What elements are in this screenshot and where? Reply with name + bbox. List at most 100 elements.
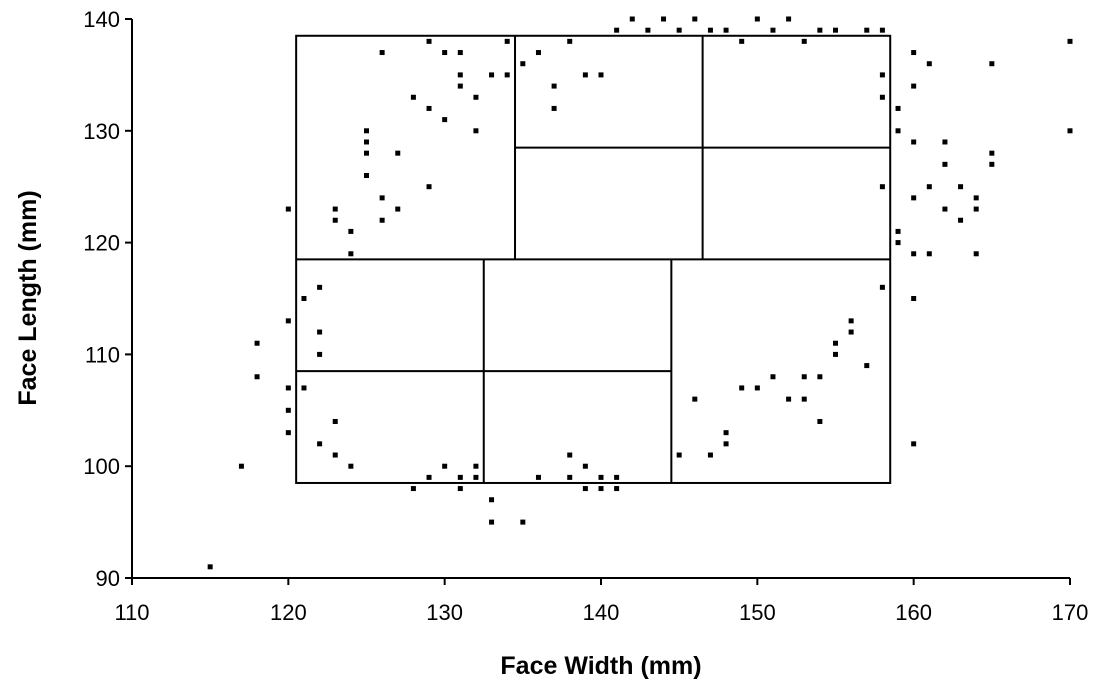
- data-point: [833, 351, 838, 357]
- data-point: [942, 139, 948, 145]
- y-tick-label: 120: [83, 231, 120, 256]
- data-point: [317, 441, 323, 447]
- data-point: [895, 240, 901, 246]
- data-point: [754, 385, 760, 391]
- data-point: [582, 486, 588, 492]
- data-point: [410, 94, 416, 100]
- data-point: [520, 61, 526, 67]
- data-point: [942, 161, 948, 167]
- data-point: [598, 72, 604, 78]
- data-point: [989, 150, 995, 156]
- data-point: [489, 519, 495, 525]
- data-point: [567, 38, 573, 44]
- x-tick-label: 110: [114, 600, 149, 625]
- y-tick-label: 90: [96, 566, 120, 591]
- data-point: [238, 463, 244, 469]
- data-point: [317, 329, 323, 335]
- data-point: [426, 38, 432, 44]
- data-point: [723, 441, 729, 447]
- data-point: [786, 16, 792, 22]
- data-point: [332, 217, 338, 223]
- data-point: [848, 318, 854, 324]
- x-tick-label: 140: [583, 600, 620, 625]
- data-point: [911, 251, 917, 257]
- data-point: [285, 318, 291, 324]
- data-point: [770, 27, 776, 33]
- data-point: [817, 27, 823, 33]
- data-point: [614, 486, 620, 492]
- data-point: [926, 184, 932, 190]
- data-point: [676, 452, 682, 458]
- data-point: [879, 94, 885, 100]
- data-point: [426, 474, 432, 480]
- data-point: [285, 206, 291, 212]
- x-axis-title: Face Width (mm): [500, 652, 701, 680]
- sizing-panel-grid: [295, 34, 892, 484]
- data-point: [426, 184, 432, 190]
- data-point: [379, 195, 385, 201]
- data-point: [473, 94, 479, 100]
- data-point: [348, 228, 354, 234]
- data-point: [551, 83, 557, 89]
- data-point: [317, 351, 323, 357]
- data-point: [942, 206, 948, 212]
- x-tick-label: 120: [270, 600, 307, 625]
- data-point: [582, 463, 588, 469]
- data-point: [879, 72, 885, 78]
- data-point: [1067, 38, 1073, 44]
- data-point: [692, 396, 698, 402]
- data-point: [457, 83, 463, 89]
- data-point: [848, 329, 854, 335]
- y-axis-title: Face Length (mm): [14, 190, 42, 405]
- data-point: [707, 452, 713, 458]
- data-point: [426, 105, 432, 111]
- data-points: [207, 16, 1073, 570]
- data-point: [614, 27, 620, 33]
- data-point: [879, 284, 885, 290]
- data-point: [645, 27, 651, 33]
- data-point: [457, 50, 463, 56]
- data-point: [989, 61, 995, 67]
- data-point: [535, 50, 541, 56]
- data-point: [739, 38, 745, 44]
- data-point: [332, 418, 338, 424]
- data-point: [879, 27, 885, 33]
- data-point: [395, 206, 401, 212]
- data-point: [364, 150, 369, 156]
- data-point: [989, 161, 995, 167]
- data-point: [958, 184, 964, 190]
- data-point: [207, 564, 213, 570]
- data-point: [614, 474, 620, 480]
- data-point: [457, 72, 463, 78]
- data-point: [254, 340, 260, 346]
- data-point: [364, 139, 369, 145]
- data-point: [739, 385, 745, 391]
- x-tick-label: 130: [426, 600, 463, 625]
- data-point: [395, 150, 401, 156]
- data-point: [348, 463, 354, 469]
- data-point: [801, 38, 807, 44]
- data-point: [707, 27, 713, 33]
- data-point: [535, 474, 541, 480]
- data-point: [801, 374, 807, 380]
- y-tick-label: 140: [83, 7, 120, 32]
- data-point: [911, 50, 917, 56]
- data-point: [864, 363, 870, 369]
- data-point: [285, 430, 291, 436]
- x-tick-label: 150: [739, 600, 776, 625]
- data-point: [254, 374, 260, 380]
- x-tick-label: 160: [895, 600, 932, 625]
- data-point: [504, 38, 510, 44]
- data-point: [551, 105, 557, 111]
- data-point: [723, 27, 729, 33]
- tick-labels: 110 120 130 140 150 160 170 90 100 110 120 130 140: [83, 7, 1088, 625]
- data-point: [754, 16, 760, 22]
- data-point: [926, 251, 932, 257]
- data-point: [911, 441, 917, 447]
- data-point: [379, 50, 385, 56]
- data-point: [786, 396, 792, 402]
- data-point: [817, 418, 823, 424]
- y-tick-label: 100: [83, 454, 120, 479]
- y-tick-label: 110: [85, 342, 120, 367]
- data-point: [895, 105, 901, 111]
